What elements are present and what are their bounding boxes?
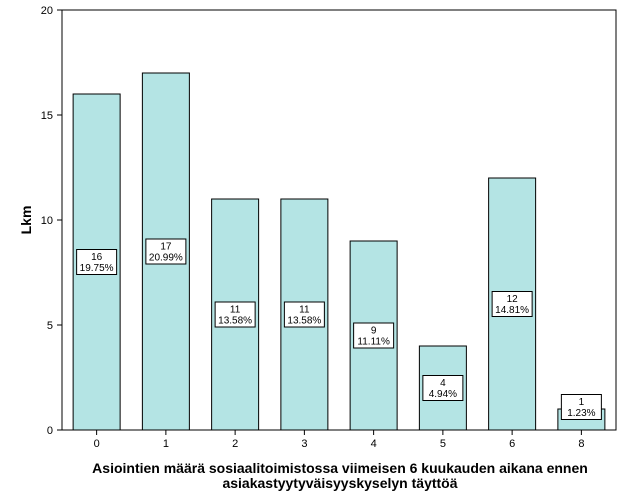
data-label-box <box>214 301 256 328</box>
data-labels-layer: 1619.75%1720.99%1113.58%1113.58%911.11%4… <box>76 238 602 420</box>
data-label-count: 17 <box>160 242 172 253</box>
x-tick-label: 8 <box>578 438 584 450</box>
y-axis-title: Lkm <box>18 206 34 235</box>
data-label-count: 1 <box>579 397 585 408</box>
data-label-box <box>422 375 464 401</box>
x-tick-label: 6 <box>509 438 515 450</box>
data-label-box <box>491 291 533 317</box>
data-label-percent: 19.75% <box>80 263 114 274</box>
x-axis-title-line-2: asiakastyytyväisyyskyselyn täyttöä <box>222 475 457 491</box>
data-label-8: 11.23% <box>560 394 602 420</box>
data-label-count: 12 <box>507 294 519 305</box>
x-axis-title-line-1: Asiointien määrä sosiaalitoimistossa vii… <box>92 460 588 476</box>
data-label-box <box>283 301 325 328</box>
data-label-count: 9 <box>371 326 377 337</box>
data-label-box <box>560 394 602 420</box>
y-axis: 0 5 10 15 20 <box>41 5 62 437</box>
data-label-count: 11 <box>230 305 241 316</box>
x-tick-label: 2 <box>232 438 238 450</box>
y-tick-label: 10 <box>41 215 53 227</box>
data-label-percent: 4.94% <box>429 389 457 400</box>
data-label-box <box>76 249 118 275</box>
data-label-percent: 13.58% <box>218 316 252 327</box>
data-label-percent: 14.81% <box>495 305 529 316</box>
data-label-box <box>353 322 395 349</box>
x-tick-label: 5 <box>440 438 446 450</box>
data-label-percent: 1.23% <box>567 408 595 419</box>
data-label-percent: 20.99% <box>149 253 183 264</box>
x-tick-label: 1 <box>163 438 169 450</box>
x-axis: 0 1 2 3 4 5 6 8 <box>94 430 584 450</box>
x-tick-label: 4 <box>371 438 377 450</box>
data-label-count: 4 <box>440 378 446 389</box>
y-tick-label: 15 <box>41 110 53 122</box>
data-label-count: 11 <box>299 305 310 316</box>
y-tick-label: 20 <box>41 5 53 17</box>
data-label-count: 16 <box>91 252 103 263</box>
x-tick-label: 0 <box>94 438 100 450</box>
x-tick-label: 3 <box>301 438 307 450</box>
data-label-5: 44.94% <box>422 375 464 401</box>
y-tick-label: 5 <box>47 320 53 332</box>
data-label-percent: 11.11% <box>357 337 390 348</box>
data-label-box <box>145 238 187 265</box>
y-tick-label: 0 <box>47 425 53 437</box>
data-label-4: 911.11% <box>353 322 395 349</box>
data-label-percent: 13.58% <box>287 316 321 327</box>
